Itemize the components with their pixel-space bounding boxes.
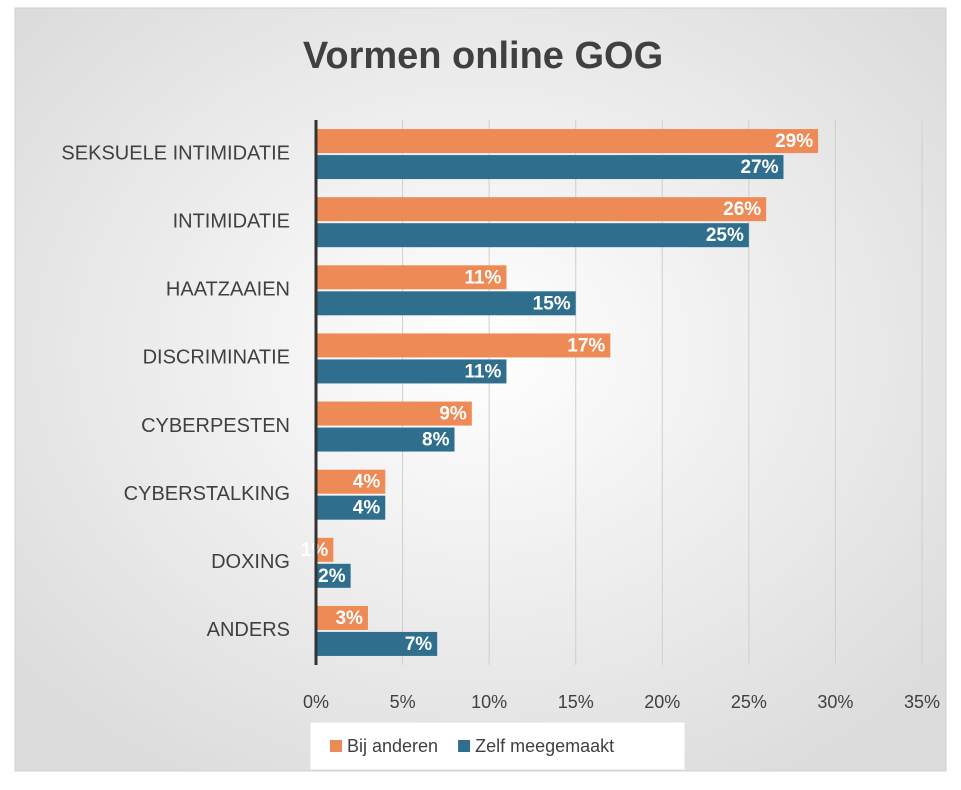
data-label: 3% (335, 608, 363, 629)
legend (309, 721, 686, 771)
data-label: 9% (439, 404, 467, 425)
legend-label: Bij anderen (347, 736, 438, 756)
y-tick-label: ANDERS (207, 619, 290, 641)
bar (316, 129, 819, 154)
x-tick-label: 5% (390, 692, 416, 712)
data-label: 29% (775, 131, 813, 152)
y-tick-label: HAATZAAIEN (166, 279, 290, 301)
x-tick-label: 20% (644, 692, 680, 712)
x-tick-label: 30% (817, 692, 853, 712)
legend-swatch (330, 740, 342, 752)
x-tick-label: 15% (558, 692, 594, 712)
bar (316, 427, 455, 452)
data-label: 2% (318, 566, 346, 587)
y-tick-label: DISCRIMINATIE (143, 347, 290, 369)
legend-label: Zelf meegemaakt (475, 736, 614, 756)
bar (316, 333, 611, 358)
y-tick-label: CYBERPESTEN (141, 415, 290, 437)
data-label: 4% (353, 498, 381, 519)
data-label: 25% (706, 225, 744, 246)
data-label: 8% (422, 430, 450, 451)
data-label: 27% (740, 157, 778, 178)
data-label: 15% (533, 293, 571, 314)
bar (316, 605, 368, 630)
x-tick-label: 10% (471, 692, 507, 712)
data-label: 11% (464, 361, 501, 382)
bar (316, 495, 386, 520)
x-tick-label: 0% (303, 692, 329, 712)
bar (316, 537, 334, 562)
bar (316, 401, 472, 426)
bar (316, 563, 351, 588)
data-label: 11% (464, 267, 501, 288)
data-label: 4% (353, 472, 381, 493)
bar (316, 197, 767, 222)
bar (316, 469, 386, 494)
y-tick-label: CYBERSTALKING (124, 483, 290, 505)
bar (316, 631, 438, 656)
y-tick-label: DOXING (211, 551, 290, 573)
y-tick-label: SEKSUELE INTIMIDATIE (61, 142, 290, 164)
data-label: 17% (567, 335, 605, 356)
bar (316, 155, 784, 180)
bar (316, 291, 576, 316)
data-label: 26% (723, 199, 761, 220)
bar (316, 359, 507, 384)
data-label: 7% (405, 634, 433, 655)
x-tick-label: 25% (731, 692, 767, 712)
chart-title: Vormen online GOG (303, 35, 663, 77)
bar (316, 265, 507, 290)
chart-background (14, 7, 947, 772)
bar (316, 223, 749, 248)
x-tick-label: 35% (904, 692, 940, 712)
y-tick-label: INTIMIDATIE (173, 210, 290, 232)
legend-swatch (458, 740, 471, 752)
